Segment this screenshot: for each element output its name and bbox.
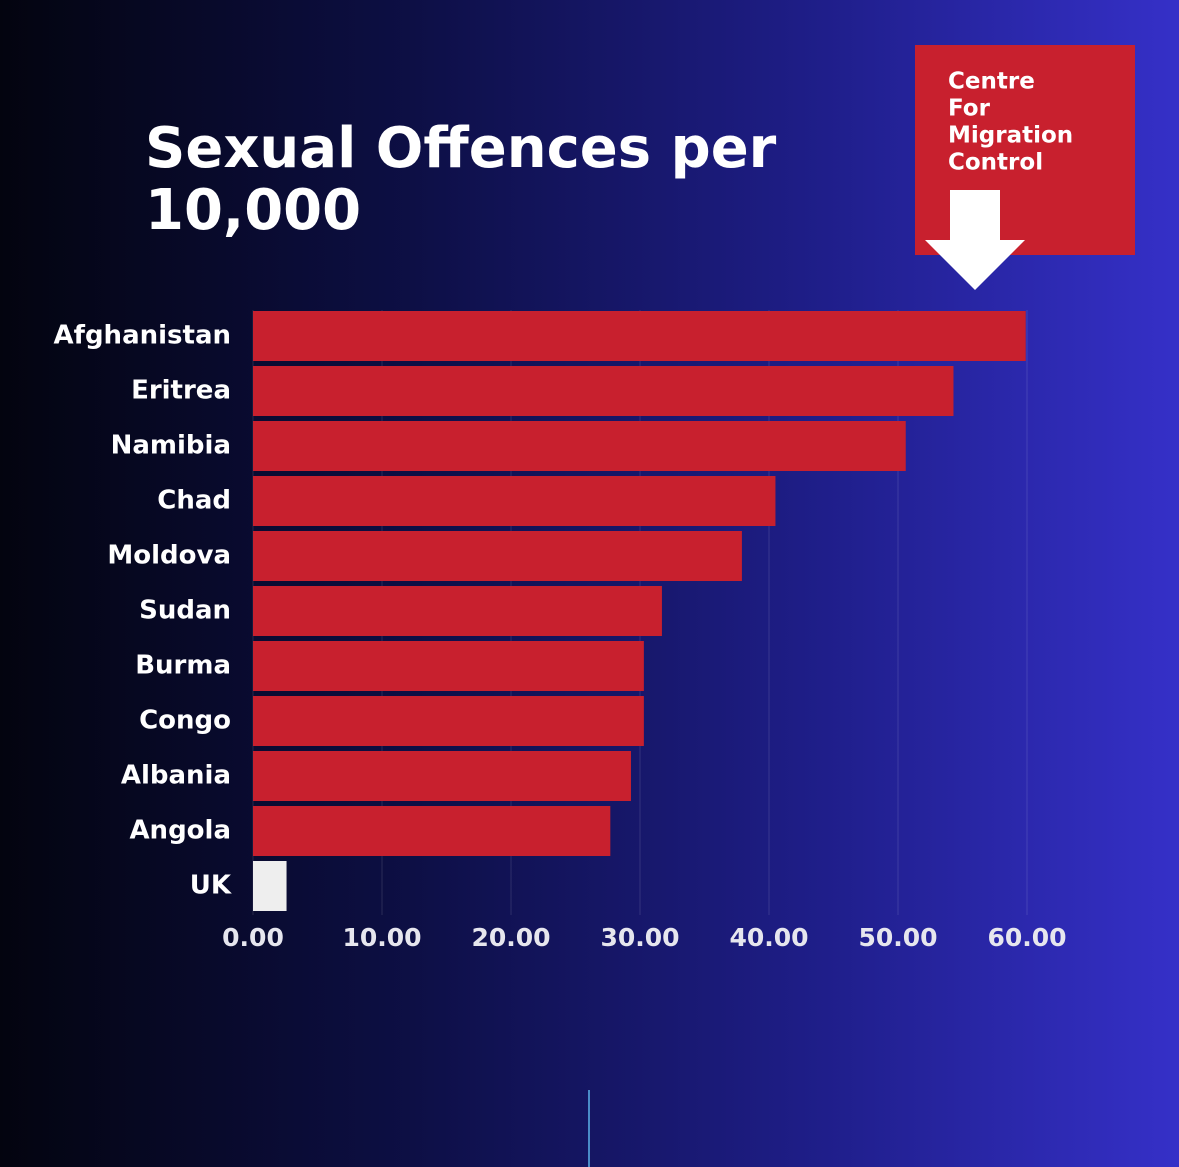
- arrow-head: [925, 240, 1025, 290]
- y-tick-label: Burma: [135, 651, 231, 681]
- bar: [253, 696, 644, 746]
- y-tick-label: Chad: [157, 486, 231, 516]
- logo-text: Centre: [948, 69, 1035, 95]
- bar: [253, 311, 1026, 361]
- bar: [253, 476, 776, 526]
- y-tick-label: Sudan: [139, 596, 231, 626]
- y-tick-label: Afghanistan: [54, 321, 231, 351]
- arrow-shaft: [950, 190, 1000, 242]
- y-tick-label: UK: [190, 871, 232, 901]
- y-tick-label: Angola: [129, 816, 231, 846]
- x-tick-label: 0.00: [222, 923, 284, 952]
- y-tick-label: Albania: [121, 761, 231, 791]
- y-tick-label: Congo: [139, 706, 231, 736]
- bar: [253, 641, 644, 691]
- y-tick-label: Namibia: [111, 431, 231, 461]
- x-tick-label: 60.00: [987, 923, 1066, 952]
- bar: [253, 366, 954, 416]
- x-tick-label: 20.00: [471, 923, 550, 952]
- bar: [253, 861, 287, 911]
- x-tick-label: 50.00: [858, 923, 937, 952]
- y-tick-label: Eritrea: [131, 376, 231, 406]
- x-tick-label: 10.00: [342, 923, 421, 952]
- bar: [253, 751, 631, 801]
- bar: [253, 531, 742, 581]
- x-tick-label: 30.00: [600, 923, 679, 952]
- chart-title: Sexual Offences per 10,000: [145, 116, 777, 243]
- x-tick-label: 40.00: [729, 923, 808, 952]
- bar: [253, 806, 611, 856]
- logo-text: For: [948, 96, 991, 122]
- logo-text: Control: [948, 150, 1043, 176]
- logo-text: Migration: [948, 123, 1073, 149]
- y-tick-label: Moldova: [107, 541, 231, 571]
- bar: [253, 586, 662, 636]
- bar: [253, 421, 906, 471]
